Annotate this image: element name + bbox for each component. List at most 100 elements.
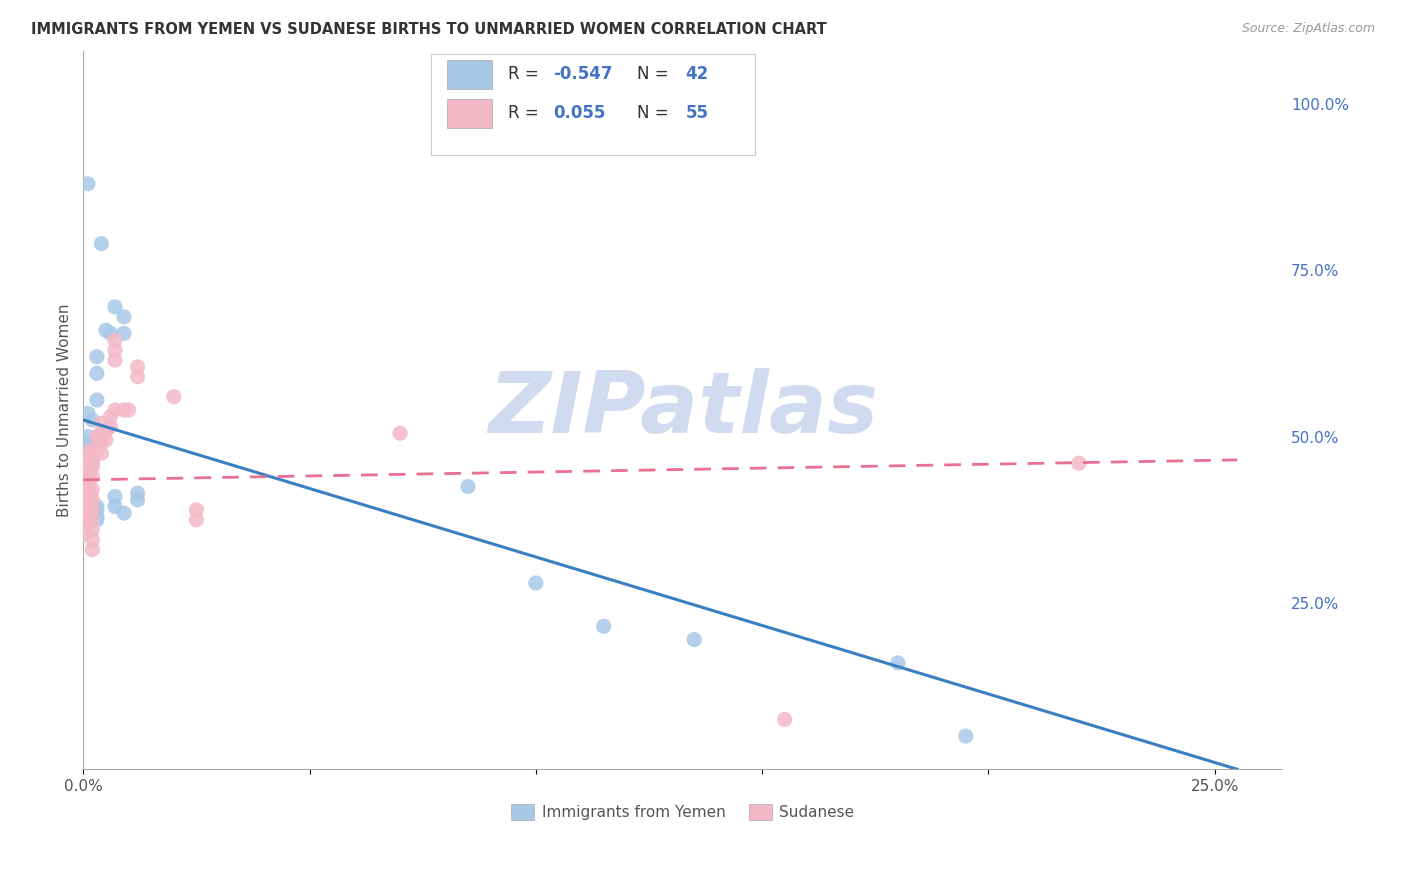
Point (86, 503, 108, 517)
Point (76, 483, 98, 497)
Point (104, 500, 127, 514)
Point (76, 446, 98, 460)
Point (75, 479, 97, 493)
Point (112, 310, 135, 324)
Point (112, 403, 135, 417)
Point (82, 456, 104, 470)
Point (82, 469, 104, 483)
Point (82, 453, 104, 467)
Point (100, 419, 122, 434)
Point (163, 390, 186, 404)
Point (94, 323, 117, 337)
Point (76, 442, 98, 457)
Point (186, 513, 208, 527)
Point (76, 429, 98, 443)
Text: R =: R = (508, 65, 544, 83)
Point (86, 500, 108, 514)
Text: 0.055: 0.055 (554, 104, 606, 122)
Text: N =: N = (637, 65, 675, 83)
Point (76, 503, 98, 517)
FancyBboxPatch shape (447, 99, 492, 128)
Point (75, 500, 97, 514)
Point (76, 490, 98, 504)
Point (82, 542, 104, 557)
Point (76, 406, 98, 420)
Point (76, 476, 98, 491)
Point (76, 436, 98, 450)
Point (82, 513, 104, 527)
Text: ZIPatlas: ZIPatlas (488, 368, 877, 451)
Point (86, 350, 108, 364)
Text: 55: 55 (685, 104, 709, 122)
Point (75, 486, 97, 500)
Point (76, 479, 98, 493)
Point (104, 333, 127, 347)
Point (90, 236, 112, 251)
Point (100, 326, 122, 341)
Point (76, 496, 98, 510)
Point (86, 392, 108, 407)
Point (75, 526, 97, 541)
Point (117, 403, 139, 417)
Point (457, 479, 479, 493)
Point (75, 463, 97, 477)
Point (86, 367, 108, 381)
Point (127, 359, 149, 374)
Text: -0.547: -0.547 (554, 65, 613, 83)
Point (524, 576, 547, 591)
Point (76, 490, 98, 504)
Point (90, 417, 112, 431)
Point (100, 409, 122, 424)
Point (104, 490, 127, 504)
Point (82, 456, 104, 470)
Point (75, 486, 97, 500)
Point (82, 483, 104, 497)
Point (90, 436, 112, 450)
Point (127, 486, 149, 500)
Point (76, 456, 98, 470)
Point (94, 423, 117, 437)
Point (76, 463, 98, 477)
Point (955, 729, 977, 743)
Point (75, 473, 97, 487)
Point (683, 632, 706, 647)
Point (75, 506, 97, 520)
Point (104, 353, 127, 368)
Text: N =: N = (637, 104, 675, 122)
Point (75, 496, 97, 510)
FancyBboxPatch shape (447, 60, 492, 89)
Text: 42: 42 (685, 65, 709, 83)
Point (82, 442, 104, 457)
Point (86, 513, 108, 527)
Text: Source: ZipAtlas.com: Source: ZipAtlas.com (1241, 22, 1375, 36)
Point (94, 433, 117, 447)
Text: R =: R = (508, 104, 550, 122)
Point (127, 369, 149, 384)
Point (86, 509, 108, 524)
Point (90, 426, 112, 441)
Point (76, 469, 98, 483)
Point (104, 300, 127, 314)
Point (75, 483, 97, 497)
Point (90, 446, 112, 460)
Point (127, 492, 149, 507)
Point (76, 469, 98, 483)
Point (186, 503, 208, 517)
Point (112, 326, 135, 341)
Point (104, 343, 127, 357)
Point (104, 403, 127, 417)
Point (75, 492, 97, 507)
FancyBboxPatch shape (432, 54, 755, 155)
Point (592, 619, 614, 633)
Point (389, 426, 412, 441)
Point (76, 459, 98, 474)
Point (75, 459, 97, 474)
Point (75, 453, 97, 467)
Point (1067, 456, 1090, 470)
Point (86, 442, 108, 457)
Point (75, 466, 97, 480)
Legend: Immigrants from Yemen, Sudanese: Immigrants from Yemen, Sudanese (505, 798, 860, 826)
Point (82, 459, 104, 474)
Point (82, 523, 104, 537)
Point (112, 506, 135, 520)
